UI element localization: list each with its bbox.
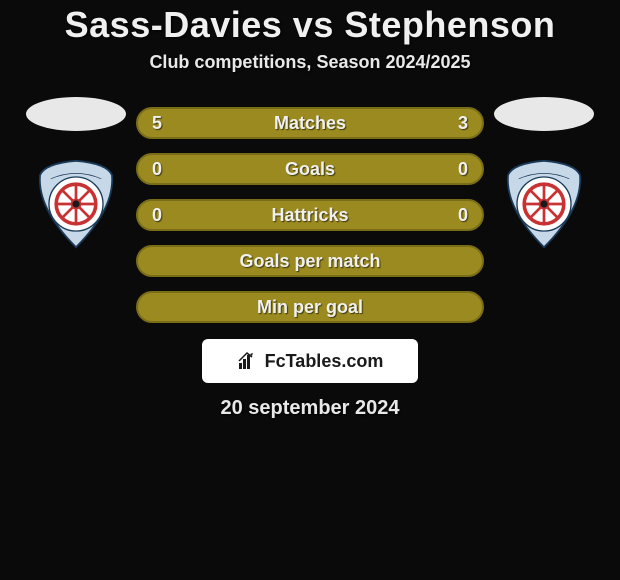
stat-bar-min-per-goal: Min per goal — [136, 291, 484, 323]
stat-right-value: 3 — [448, 113, 468, 134]
stat-left-value: 5 — [152, 113, 172, 134]
stat-label: Matches — [274, 113, 346, 134]
page-title: Sass-Davies vs Stephenson — [65, 4, 556, 46]
attribution-box: FcTables.com — [202, 339, 418, 383]
hartlepool-badge-icon — [499, 159, 589, 249]
stat-bar-matches: 5 Matches 3 — [136, 107, 484, 139]
stat-label: Goals — [285, 159, 335, 180]
hartlepool-badge-icon — [31, 159, 121, 249]
subtitle: Club competitions, Season 2024/2025 — [149, 52, 470, 73]
fctables-logo-icon — [237, 351, 261, 371]
stat-label: Goals per match — [239, 251, 380, 272]
comparison-card: Sass-Davies vs Stephenson Club competiti… — [0, 0, 620, 580]
left-club-badge — [31, 159, 121, 249]
stat-label: Min per goal — [257, 297, 363, 318]
stat-bar-goals-per-match: Goals per match — [136, 245, 484, 277]
stat-bars: 5 Matches 3 0 Goals 0 0 Hattricks 0 Goal… — [136, 97, 484, 323]
date-text: 20 september 2024 — [220, 397, 399, 420]
stat-left-value: 0 — [152, 205, 172, 226]
right-club-badge — [499, 159, 589, 249]
left-player-photo-placeholder — [26, 97, 126, 131]
stat-bar-goals: 0 Goals 0 — [136, 153, 484, 185]
stat-right-value: 0 — [448, 205, 468, 226]
stat-right-value: 0 — [448, 159, 468, 180]
content-row: 5 Matches 3 0 Goals 0 0 Hattricks 0 Goal… — [0, 97, 620, 323]
left-player-col — [26, 97, 126, 249]
attribution-text: FcTables.com — [265, 351, 384, 372]
stat-label: Hattricks — [271, 205, 348, 226]
stat-left-value: 0 — [152, 159, 172, 180]
right-player-photo-placeholder — [494, 97, 594, 131]
stat-bar-hattricks: 0 Hattricks 0 — [136, 199, 484, 231]
right-player-col — [494, 97, 594, 249]
